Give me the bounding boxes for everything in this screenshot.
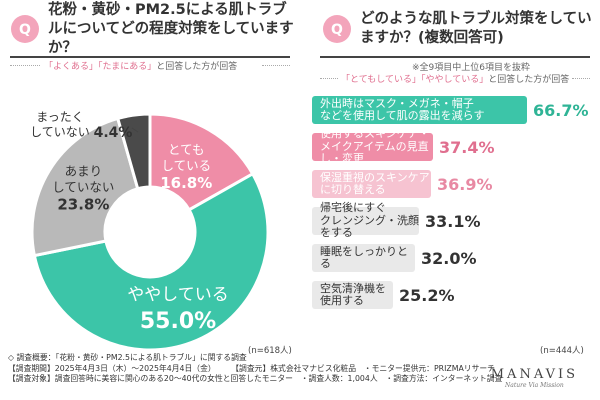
pie-slice [115, 112, 152, 191]
pie-category-label: していない [30, 125, 90, 139]
bar-category-label: 睡眠をしっかりとる [320, 244, 408, 270]
note-quote: 「よくある」 [44, 62, 99, 72]
bar-fill: 空気清浄機を使用する [312, 281, 393, 309]
right-n-value: (n=444人) [540, 346, 584, 356]
bar-value-label: 36.9% [437, 174, 493, 194]
pie-category-label: していない [52, 179, 114, 194]
pie-value-label: 55.0% [140, 309, 216, 334]
bar-fill: 使用するスキンケア・ メイクアイテムの見直し・変更 [312, 128, 433, 165]
note-suffix: と回答した方が回答 [488, 75, 570, 85]
logo-name: MANAVIS [490, 367, 578, 382]
right-note: 「とてもしている」「ややしている」と回答した方が回答 [341, 72, 569, 85]
logo-tagline: Nature Via Mission [505, 382, 564, 389]
bar-value-label: 66.7% [533, 100, 589, 120]
svg-text:Q: Q [19, 22, 31, 38]
left-question: Q 花粉・黄砂・PM2.5による肌トラブルについてどの程度対策をしていますか？ [10, 2, 300, 56]
bar-fill: 外出時はマスク・メガネ・帽子 などを使用して肌の露出を減らす [312, 96, 527, 124]
pie-category-label: している [161, 158, 211, 173]
left-note: 「よくある」「たまにある」と回答した方が回答 [44, 59, 237, 72]
bar-row: 使用するスキンケア・ メイクアイテムの見直し・変更 37.4% [312, 128, 495, 165]
pie-category-label: あまり [65, 163, 103, 178]
note-quote: 「とてもしている」 [341, 75, 422, 85]
bar-row: 外出時はマスク・メガネ・帽子 などを使用して肌の露出を減らす 66.7% [312, 96, 589, 124]
bar-category-label: 帰宅後にすぐ クレンジング・洗顔をする [320, 201, 419, 240]
left-n-value: (n=618人) [248, 346, 292, 356]
footer-line: 【調査対象】調査回答時に美容に関心のある20〜40代の女性と回答したモニター ・… [8, 374, 503, 383]
leader-line [131, 127, 139, 133]
note-quote: 「ややしている」 [421, 75, 489, 85]
pie-category-label: まったく [36, 110, 84, 124]
pie-value-label: 23.8% [57, 195, 109, 213]
left-question-text: 花粉・黄砂・PM2.5による肌トラブルについてどの程度対策をしていますか？ [48, 1, 294, 56]
pie-slice [32, 171, 270, 352]
right-question-text: どのような肌トラブル対策をしていますか？(複数回答可) [360, 11, 592, 46]
bar-value-label: 33.1% [425, 211, 481, 231]
note-suffix: と回答した方が回答 [156, 62, 238, 72]
bar-row: 保湿重視のスキンケア に切り替える 36.9% [312, 170, 493, 198]
left-divider [10, 56, 290, 58]
manavis-logo: MANAVIS Nature Via Mission [491, 367, 578, 389]
note-quote: 「たまにある」 [98, 62, 157, 72]
bar-fill: 睡眠をしっかりとる [312, 244, 415, 272]
bar-row: 空気清浄機を使用する 25.2% [312, 281, 455, 309]
pie-category-label: とても [168, 142, 205, 157]
bar-value-label: 37.4% [439, 137, 495, 157]
bar-fill: 帰宅後にすぐ クレンジング・洗顔をする [312, 202, 419, 239]
bar-value-label: 25.2% [399, 285, 455, 305]
bar-row: 帰宅後にすぐ クレンジング・洗顔をする 33.1% [312, 202, 481, 239]
bar-category-label: 空気清浄機を使用する [320, 281, 386, 307]
pie-value-label: 4.4% [94, 125, 133, 141]
dashed-line [262, 65, 290, 66]
bar-category-label: 保湿重視のスキンケア に切り替える [320, 170, 430, 196]
footer-line: ◇ 調査概要：「花粉・黄砂・PM2.5による肌トラブル」に関する調査 [8, 353, 247, 362]
footer-line: 【調査期間】2025年4月3日（木）〜2025年4月4日（金） 【調査元】株式会… [8, 363, 495, 373]
pie-category-label: ややしている [127, 285, 229, 305]
survey-footer: ◇ 調査概要：「花粉・黄砂・PM2.5による肌トラブル」に関する調査 【調査期間… [8, 353, 502, 385]
pie-value-label: 16.8% [160, 174, 212, 192]
bar-value-label: 32.0% [421, 248, 477, 268]
q-icon: Q [323, 15, 351, 43]
pie-slice [148, 112, 255, 212]
bar-category-label: 使用するスキンケア・ メイクアイテムの見直し・変更 [320, 127, 430, 166]
bar-fill: 保湿重視のスキンケア に切り替える [312, 170, 431, 198]
donut-chart: とてもしている16.8%ややしている55.0%あまりしていない23.8%まったく… [30, 110, 270, 352]
pie-slice [30, 116, 140, 258]
q-icon: Q [11, 15, 39, 43]
dashed-line [320, 78, 338, 79]
svg-text:Q: Q [331, 22, 343, 38]
dashed-line [10, 65, 40, 66]
extract-note: ※全9項目中上位6項目を抜粋 [412, 63, 530, 73]
right-divider [320, 56, 590, 58]
right-question: Q どのような肌トラブル対策をしていますか？(複数回答可) [322, 6, 592, 52]
bar-category-label: 外出時はマスク・メガネ・帽子 などを使用して肌の露出を減らす [320, 96, 485, 122]
bar-row: 睡眠をしっかりとる 32.0% [312, 244, 477, 272]
dashed-line [572, 78, 590, 79]
